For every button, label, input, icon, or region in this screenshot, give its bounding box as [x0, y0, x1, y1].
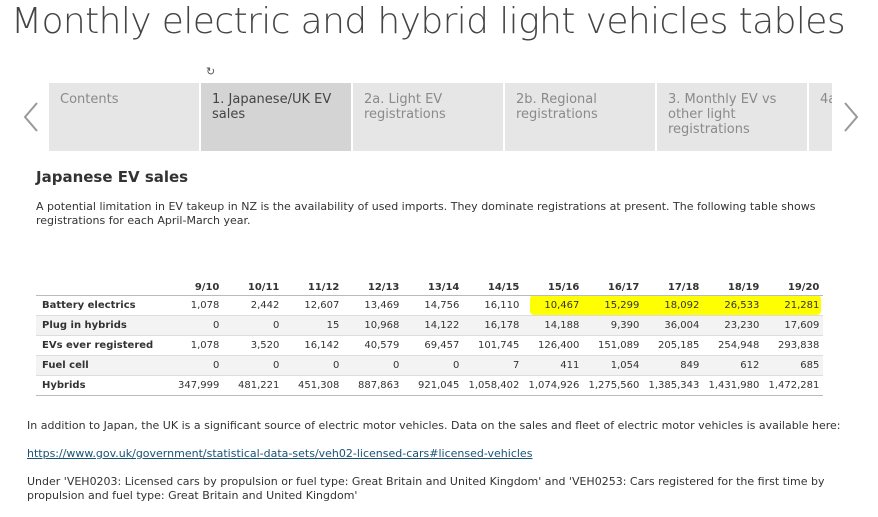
chevron-left-icon[interactable] — [22, 101, 40, 133]
table-cell: 13,469 — [343, 295, 404, 316]
table-cell: 14,756 — [403, 295, 464, 316]
table-header-cell: 16/17 — [583, 279, 644, 296]
table-header-cell: 17/18 — [643, 279, 704, 296]
table-cell: 1,472,281 — [763, 375, 824, 396]
intro-text: A potential limitation in EV takeup in N… — [36, 200, 816, 227]
table-cell: 205,185 — [643, 335, 704, 356]
table-cell: 1,058,402 — [463, 375, 524, 396]
tab-monthly-ev-vs-other[interactable]: 3. Monthly EV vs other light registratio… — [657, 83, 807, 151]
tab-regional-registrations[interactable]: 2b. Regional registrations — [505, 83, 655, 151]
table-row: EVs ever registered 1,078 3,520 16,142 4… — [36, 335, 824, 356]
table-header-cell — [36, 279, 174, 296]
table-cell: 151,089 — [583, 335, 644, 356]
table-cell: 0 — [174, 315, 224, 336]
tab-4a[interactable]: 4a — [809, 83, 832, 151]
table-cell: 12,607 — [283, 295, 344, 316]
table-row: Hybrids 347,999 481,221 451,308 887,863 … — [36, 375, 824, 396]
table-cell: 15 — [283, 315, 344, 336]
table-cell: 36,004 — [643, 315, 704, 336]
table-cell: 481,221 — [223, 375, 284, 396]
table-cell: 16,142 — [283, 335, 344, 356]
table-cell: 1,074,926 — [523, 375, 584, 396]
table-header-cell: 14/15 — [463, 279, 524, 296]
table-row-label: Plug in hybrids — [36, 315, 174, 336]
table-cell: 16,178 — [463, 315, 524, 336]
table-cell: 1,078 — [174, 335, 224, 356]
table-cell: 16,110 — [463, 295, 524, 316]
tab-contents[interactable]: Contents — [49, 83, 199, 151]
table-cell: 921,045 — [403, 375, 464, 396]
table-cell: 3,520 — [223, 335, 284, 356]
table-header-cell: 18/19 — [703, 279, 764, 296]
table-header-cell: 15/16 — [523, 279, 584, 296]
chevron-right-icon[interactable] — [842, 101, 860, 133]
table-cell: 0 — [343, 355, 404, 376]
table-reference-paragraph: Under 'VEH0203: Licensed cars by propuls… — [27, 475, 825, 502]
table-row: Plug in hybrids 0 0 15 10,968 14,122 16,… — [36, 315, 824, 336]
table-cell: 10,467 — [523, 295, 584, 316]
table-row-label: Battery electrics — [36, 295, 174, 316]
table-cell: 14,122 — [403, 315, 464, 336]
table-row: Fuel cell 0 0 0 0 0 7 411 1,054 849 612 … — [36, 355, 824, 376]
reload-icon[interactable]: ↻ — [206, 65, 216, 78]
table-cell: 347,999 — [174, 375, 224, 396]
table-cell: 0 — [223, 315, 284, 336]
table-cell: 15,299 — [583, 295, 644, 316]
tab-light-ev-registrations[interactable]: 2a. Light EV registrations — [353, 83, 503, 151]
table-cell: 849 — [643, 355, 704, 376]
table-header-cell: 11/12 — [283, 279, 344, 296]
table-cell: 0 — [174, 355, 224, 376]
table-cell: 1,275,560 — [583, 375, 644, 396]
table-cell: 1,385,343 — [643, 375, 704, 396]
table-cell: 10,968 — [343, 315, 404, 336]
table-cell: 1,078 — [174, 295, 224, 316]
table-header-cell: 10/11 — [223, 279, 284, 296]
uk-source-paragraph: In addition to Japan, the UK is a signif… — [27, 419, 841, 432]
table-header-row: 9/10 10/11 11/12 12/13 13/14 14/15 15/16… — [36, 279, 824, 296]
table-cell: 685 — [763, 355, 824, 376]
table-cell: 0 — [403, 355, 464, 376]
table-cell: 887,863 — [343, 375, 404, 396]
table-cell: 101,745 — [463, 335, 524, 356]
table-header-cell: 13/14 — [403, 279, 464, 296]
page-title: Monthly electric and hybrid light vehicl… — [11, 1, 846, 42]
section-title: Japanese EV sales — [36, 168, 189, 186]
table-cell: 18,092 — [643, 295, 704, 316]
table-cell: 0 — [223, 355, 284, 376]
table-cell: 0 — [283, 355, 344, 376]
table-cell: 126,400 — [523, 335, 584, 356]
ev-sales-table: 9/10 10/11 11/12 12/13 13/14 14/15 15/16… — [36, 279, 824, 396]
table-cell: 7 — [463, 355, 524, 376]
table-row-label: EVs ever registered — [36, 335, 174, 356]
table-header-cell: 9/10 — [174, 279, 224, 296]
table-cell: 1,431,980 — [703, 375, 764, 396]
table-cell: 451,308 — [283, 375, 344, 396]
table-cell: 40,579 — [343, 335, 404, 356]
table-cell: 411 — [523, 355, 584, 376]
table-row-label: Hybrids — [36, 375, 174, 396]
table-cell: 14,188 — [523, 315, 584, 336]
table-cell: 23,230 — [703, 315, 764, 336]
table-cell: 293,838 — [763, 335, 824, 356]
gov-uk-link[interactable]: https://www.gov.uk/government/statistica… — [27, 447, 533, 460]
table-cell: 9,390 — [583, 315, 644, 336]
table-cell: 17,609 — [763, 315, 824, 336]
table-cell: 1,054 — [583, 355, 644, 376]
table-cell: 254,948 — [703, 335, 764, 356]
table-header-cell: 12/13 — [343, 279, 404, 296]
table-row: Battery electrics 1,078 2,442 12,607 13,… — [36, 295, 824, 316]
table-row-label: Fuel cell — [36, 355, 174, 376]
table-cell: 2,442 — [223, 295, 284, 316]
table-cell: 21,281 — [763, 295, 824, 316]
tab-japanese-uk-ev-sales[interactable]: 1. Japanese/UK EV sales — [201, 83, 351, 151]
table-header-cell: 19/20 — [763, 279, 824, 296]
table-cell: 612 — [703, 355, 764, 376]
table-cell: 26,533 — [703, 295, 764, 316]
tab-strip: Contents 1. Japanese/UK EV sales 2a. Lig… — [49, 83, 832, 151]
table-cell: 69,457 — [403, 335, 464, 356]
